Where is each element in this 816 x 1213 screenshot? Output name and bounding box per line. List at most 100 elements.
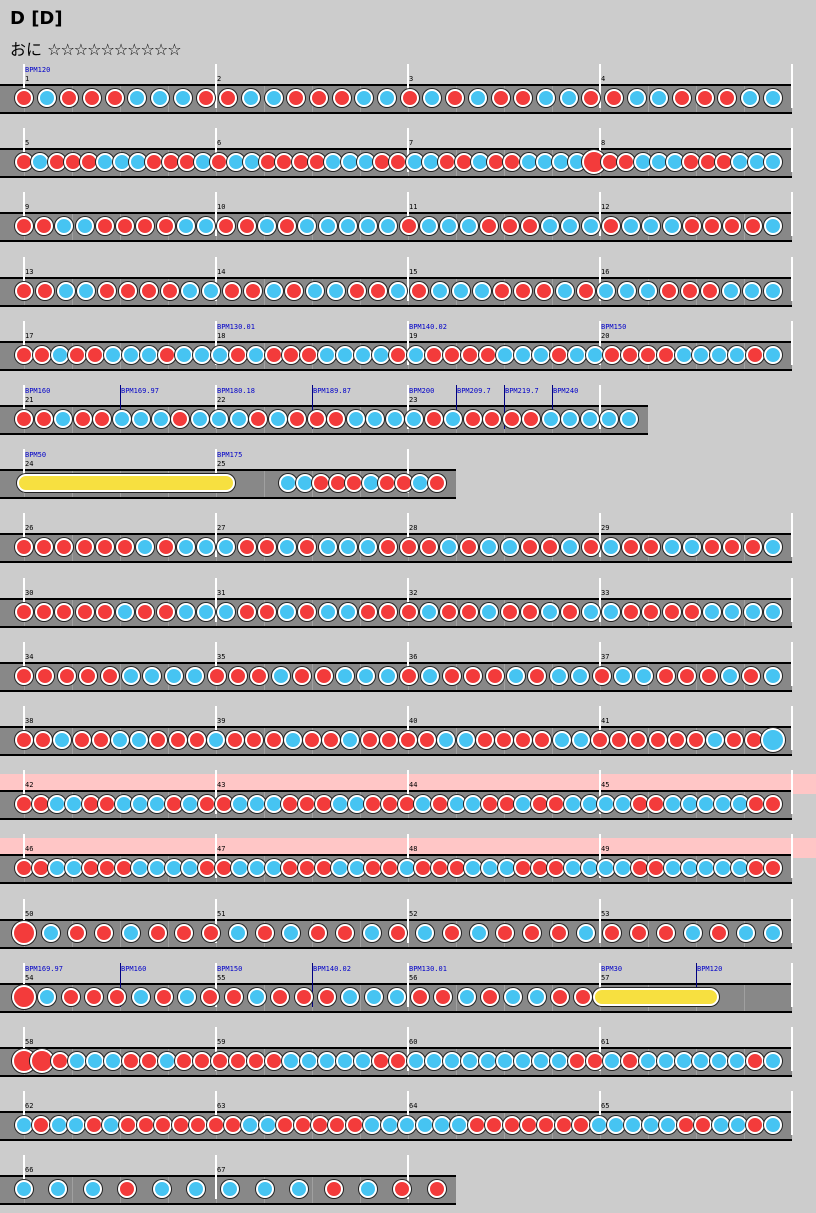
measure-bar (215, 385, 217, 429)
ka-note (242, 89, 260, 107)
bpm-change-line (456, 385, 457, 429)
ka-note (469, 89, 487, 107)
ka-note (721, 667, 739, 685)
measure-bar (407, 899, 409, 943)
ka-note (132, 988, 150, 1006)
ka-note (602, 538, 620, 556)
don-note (325, 1180, 343, 1198)
ka-note (431, 282, 449, 300)
don-note (521, 538, 539, 556)
don-note (431, 795, 449, 813)
don-note (603, 924, 621, 942)
ka-note (128, 89, 146, 107)
don-note (723, 538, 741, 556)
don-note (468, 1116, 486, 1134)
ka-note (675, 1052, 693, 1070)
don-note (136, 217, 154, 235)
measure-bar (791, 321, 793, 365)
don-note (523, 924, 541, 942)
ka-note (77, 282, 95, 300)
don-note (171, 410, 189, 428)
ka-note (318, 346, 336, 364)
don-note (744, 217, 762, 235)
measure-bar (23, 192, 25, 236)
don-note (36, 282, 54, 300)
don-note (86, 346, 104, 364)
measure-bar (215, 1027, 217, 1071)
measure-bar (23, 513, 25, 557)
measure-bar (23, 1155, 25, 1199)
measure-bar (599, 1091, 601, 1135)
ka-note (514, 795, 532, 813)
don-note (503, 153, 521, 171)
measure-bar (407, 770, 409, 814)
don-note (140, 282, 158, 300)
don-note (298, 859, 316, 877)
don-note (701, 282, 719, 300)
measure-bar (23, 257, 25, 301)
bpm-marker: BPM150 (601, 323, 627, 331)
measure-bar (407, 963, 409, 1007)
measure-number: 54 (25, 974, 34, 982)
measure-number: 67 (217, 1166, 226, 1174)
ka-note (341, 988, 359, 1006)
measure-number: 25 (217, 460, 226, 468)
ka-note (131, 795, 149, 813)
don-note (428, 1180, 446, 1198)
ka-note (84, 1180, 102, 1198)
ka-note (177, 217, 195, 235)
measure-bar (791, 963, 793, 1007)
ka-note (247, 346, 265, 364)
don-note (410, 282, 428, 300)
ka-note (744, 603, 762, 621)
don-note (197, 89, 215, 107)
measure-bar (407, 1027, 409, 1071)
ka-note (229, 924, 247, 942)
ka-note (657, 1052, 675, 1070)
don-big-note (12, 921, 36, 945)
star-rating: ☆☆☆☆☆☆☆☆☆☆ (47, 40, 181, 59)
bpm-marker: BPM50 (25, 451, 47, 459)
measure-bar (23, 706, 25, 750)
ka-note (586, 346, 604, 364)
don-note (287, 89, 305, 107)
don-note (446, 89, 464, 107)
measure-bar (215, 578, 217, 622)
ka-note (231, 795, 249, 813)
don-note (537, 1116, 555, 1134)
don-note (678, 667, 696, 685)
beat-tick (264, 279, 265, 305)
don-note (300, 346, 318, 364)
ka-note (354, 1052, 372, 1070)
ka-note (50, 1116, 68, 1134)
don-note (657, 667, 675, 685)
don-note (210, 153, 228, 171)
ka-note (602, 603, 620, 621)
don-note (346, 1116, 364, 1134)
ka-note (241, 1116, 259, 1134)
measure-number: 18 (217, 332, 226, 340)
ka-note (764, 924, 782, 942)
don-note (522, 410, 540, 428)
don-note (15, 667, 33, 685)
ka-note (728, 1052, 746, 1070)
don-note (381, 795, 399, 813)
ka-note (550, 667, 568, 685)
ka-note (703, 603, 721, 621)
measure-bar (407, 128, 409, 172)
ka-note (414, 795, 432, 813)
ka-note (372, 346, 390, 364)
ka-note (710, 346, 728, 364)
ka-note (561, 410, 579, 428)
beat-tick (72, 728, 73, 754)
don-note (673, 89, 691, 107)
don-note (281, 859, 299, 877)
don-note (217, 217, 235, 235)
measure-bar (599, 321, 601, 365)
measure-bar (599, 706, 601, 750)
don-note (400, 217, 418, 235)
ka-note (542, 410, 560, 428)
measure-bar (407, 513, 409, 557)
ka-note (365, 988, 383, 1006)
don-note (95, 924, 113, 942)
